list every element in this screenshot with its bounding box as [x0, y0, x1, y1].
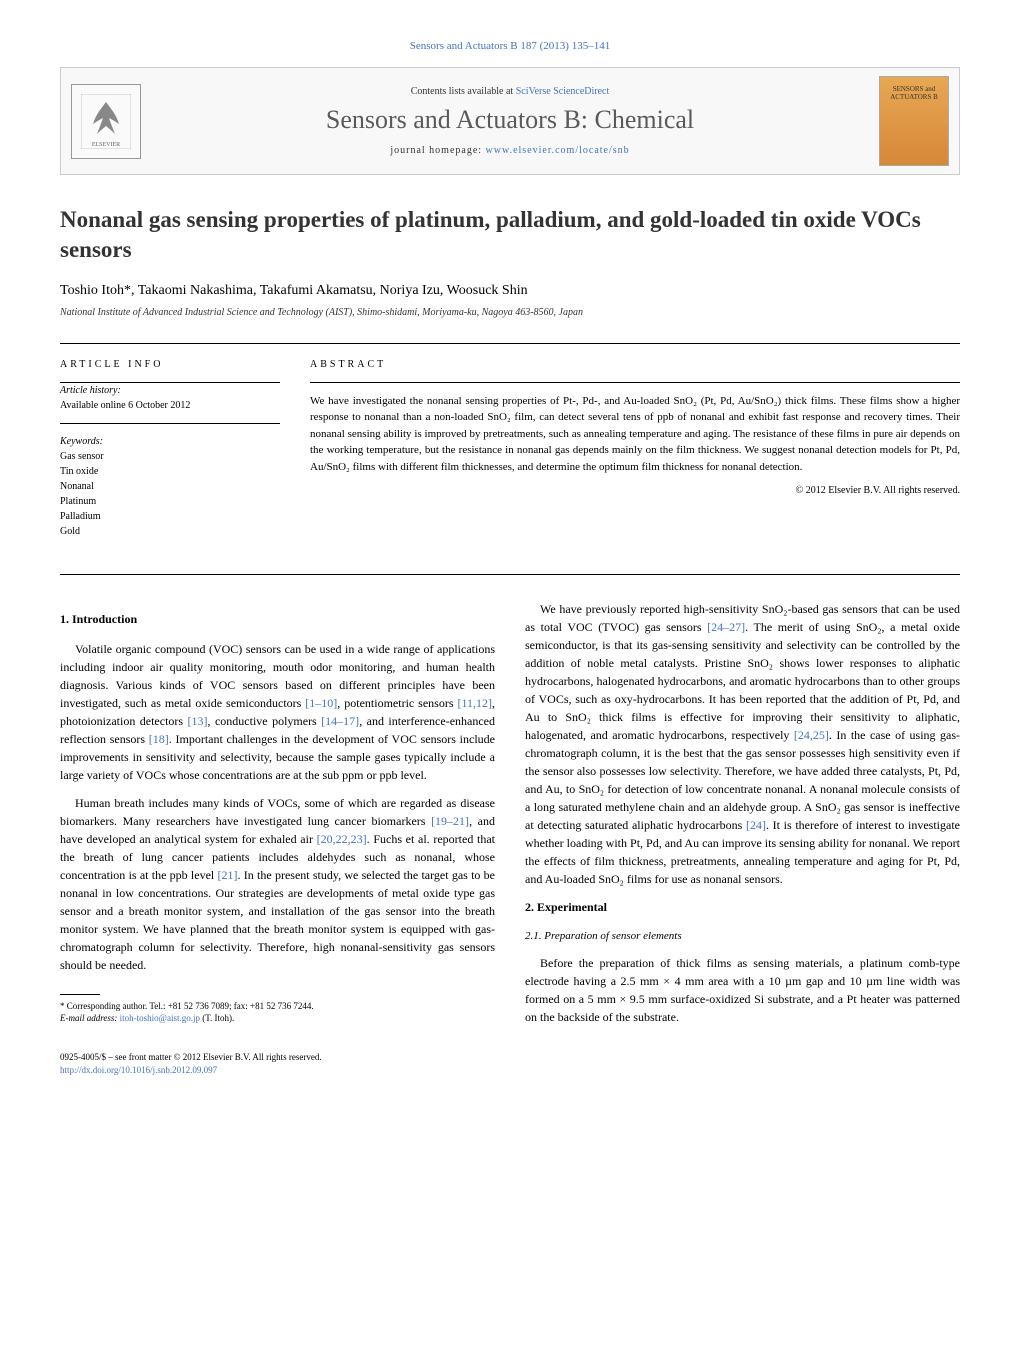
contents-prefix: Contents lists available at — [411, 86, 516, 97]
body-columns: 1. Introduction Volatile organic compoun… — [60, 600, 960, 1037]
experimental-heading: 2. Experimental — [525, 898, 960, 916]
keyword: Tin oxide — [60, 464, 280, 479]
keywords-label: Keywords: — [60, 434, 280, 449]
contents-line: Contents lists available at SciVerse Sci… — [141, 86, 879, 97]
experimental-subheading-1: 2.1. Preparation of sensor elements — [525, 928, 960, 945]
ref-link[interactable]: [13] — [188, 714, 208, 728]
homepage-link[interactable]: www.elsevier.com/locate/snb — [486, 145, 630, 156]
intro-paragraph-1: Volatile organic compound (VOC) sensors … — [60, 640, 495, 784]
keyword: Nonanal — [60, 479, 280, 494]
divider — [310, 382, 960, 383]
homepage-prefix: journal homepage: — [390, 145, 485, 156]
ref-link[interactable]: [18] — [149, 732, 169, 746]
keyword: Gas sensor — [60, 449, 280, 464]
text-run: , conductive polymers — [208, 714, 322, 728]
corresponding-author-footnote: * Corresponding author. Tel.: +81 52 736… — [60, 1000, 495, 1025]
text-run: . In the case of using gas-chromatograph… — [525, 728, 960, 832]
history-text: Available online 6 October 2012 — [60, 398, 280, 413]
doi-link[interactable]: http://dx.doi.org/10.1016/j.snb.2012.09.… — [60, 1065, 217, 1075]
abstract-column: abstract We have investigated the nonana… — [310, 359, 960, 559]
cover-label: SENSORS and ACTUATORS B — [880, 85, 948, 101]
text-run: Human breath includes many kinds of VOCs… — [60, 796, 495, 828]
elsevier-tree-icon: ELSEVIER — [81, 94, 131, 149]
col2-paragraph-1: We have previously reported high-sensiti… — [525, 600, 960, 888]
ref-link[interactable]: [24] — [746, 818, 766, 832]
footer-copyright: 0925-4005/$ – see front matter © 2012 El… — [60, 1051, 960, 1064]
intro-paragraph-2: Human breath includes many kinds of VOCs… — [60, 794, 495, 974]
history-label: Article history: — [60, 383, 280, 398]
history-block: Article history: Available online 6 Octo… — [60, 383, 280, 424]
keyword: Palladium — [60, 509, 280, 524]
ref-link[interactable]: [1–10] — [305, 696, 337, 710]
email-link[interactable]: itoh-toshio@aist.go.jp — [120, 1013, 200, 1023]
homepage-line: journal homepage: www.elsevier.com/locat… — [141, 145, 879, 156]
svg-text:ELSEVIER: ELSEVIER — [92, 142, 120, 148]
journal-cover-thumbnail: SENSORS and ACTUATORS B — [879, 76, 949, 166]
text-run: . The merit of using SnO₂, a metal oxide… — [525, 620, 960, 742]
abstract-copyright: © 2012 Elsevier B.V. All rights reserved… — [310, 485, 960, 496]
elsevier-logo: ELSEVIER — [71, 84, 141, 159]
corr-author-line: * Corresponding author. Tel.: +81 52 736… — [60, 1000, 495, 1013]
keyword: Platinum — [60, 494, 280, 509]
journal-name: Sensors and Actuators B: Chemical — [141, 105, 879, 135]
ref-link[interactable]: [11,12] — [457, 696, 492, 710]
ref-link[interactable]: [20,22,23] — [317, 832, 367, 846]
divider — [60, 574, 960, 575]
journal-banner: ELSEVIER Contents lists available at Sci… — [60, 67, 960, 175]
email-line: E-mail address: itoh-toshio@aist.go.jp (… — [60, 1012, 495, 1025]
paper-page: Sensors and Actuators B 187 (2013) 135–1… — [0, 0, 1020, 1106]
page-footer: 0925-4005/$ – see front matter © 2012 El… — [60, 1051, 960, 1076]
ref-link[interactable]: [24,25] — [794, 728, 829, 742]
ref-link[interactable]: [21] — [218, 868, 238, 882]
text-run: , potentiometric sensors — [337, 696, 457, 710]
banner-center: Contents lists available at SciVerse Sci… — [141, 86, 879, 156]
text-run: . In the present study, we selected the … — [60, 868, 495, 972]
sciencedirect-link[interactable]: SciVerse ScienceDirect — [516, 86, 610, 97]
divider — [60, 343, 960, 344]
right-column: We have previously reported high-sensiti… — [525, 600, 960, 1037]
article-title: Nonanal gas sensing properties of platin… — [60, 205, 960, 265]
ref-link[interactable]: [19–21] — [431, 814, 469, 828]
ref-link[interactable]: [14–17] — [321, 714, 359, 728]
header-citation: Sensors and Actuators B 187 (2013) 135–1… — [60, 40, 960, 52]
footnote-separator — [60, 994, 100, 995]
article-info-heading: article info — [60, 359, 280, 370]
abstract-heading: abstract — [310, 359, 960, 370]
affiliation: National Institute of Advanced Industria… — [60, 307, 960, 318]
keywords-block: Keywords: Gas sensor Tin oxide Nonanal P… — [60, 434, 280, 549]
abstract-text: We have investigated the nonanal sensing… — [310, 393, 960, 476]
intro-heading: 1. Introduction — [60, 610, 495, 628]
left-column: 1. Introduction Volatile organic compoun… — [60, 600, 495, 1037]
email-label: E-mail address: — [60, 1013, 120, 1023]
experimental-paragraph-1: Before the preparation of thick films as… — [525, 954, 960, 1026]
authors-line: Toshio Itoh*, Takaomi Nakashima, Takafum… — [60, 283, 960, 299]
keyword: Gold — [60, 524, 280, 539]
ref-link[interactable]: [24–27] — [707, 620, 745, 634]
info-abstract-row: article info Article history: Available … — [60, 359, 960, 559]
email-suffix: (T. Itoh). — [200, 1013, 234, 1023]
article-info-column: article info Article history: Available … — [60, 359, 280, 559]
